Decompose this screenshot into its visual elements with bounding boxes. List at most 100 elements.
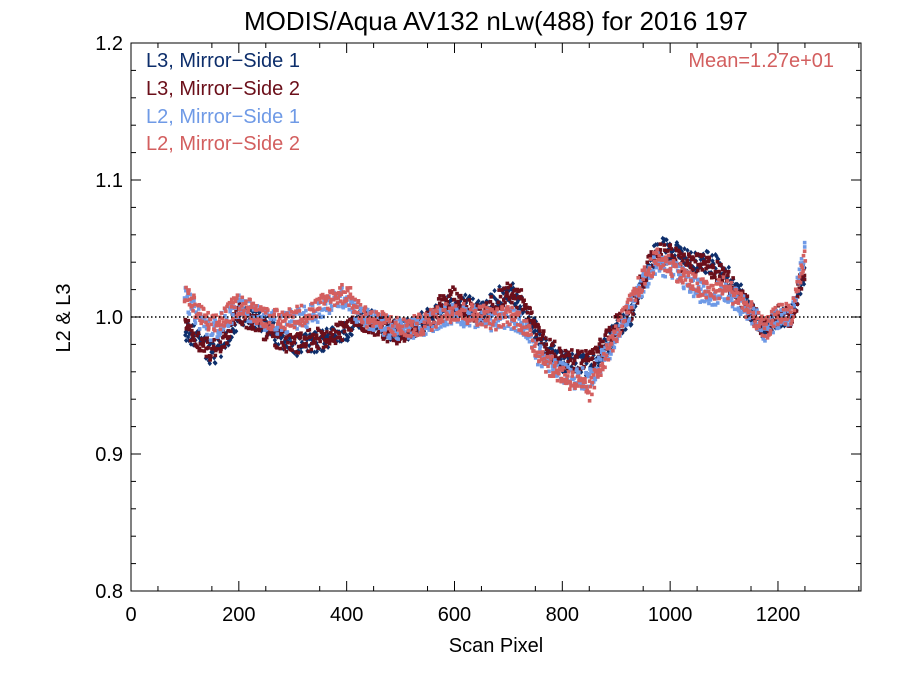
data-point — [694, 288, 699, 293]
data-point — [219, 311, 224, 315]
data-point — [336, 296, 340, 300]
data-point — [362, 329, 366, 333]
data-point — [591, 373, 596, 377]
data-point — [234, 309, 238, 314]
data-point — [243, 317, 247, 322]
data-point — [397, 324, 402, 329]
data-point — [282, 346, 287, 351]
data-point — [756, 310, 761, 315]
data-point — [718, 288, 722, 292]
data-point — [585, 352, 589, 357]
data-point — [190, 303, 195, 308]
data-point — [678, 262, 683, 266]
data-point — [381, 311, 386, 316]
data-point — [726, 269, 731, 274]
data-point — [387, 319, 392, 324]
data-point — [735, 294, 739, 299]
data-point — [745, 294, 750, 299]
data-point — [688, 261, 692, 266]
data-point — [497, 324, 501, 328]
data-point — [602, 352, 606, 356]
data-point — [564, 381, 569, 386]
data-point — [240, 322, 245, 327]
data-point — [584, 384, 588, 389]
data-point — [461, 305, 466, 310]
data-point — [589, 368, 594, 372]
data-point — [578, 367, 583, 372]
data-point — [222, 344, 227, 349]
data-point — [189, 324, 193, 328]
data-point — [591, 351, 595, 356]
data-point — [340, 320, 345, 325]
data-point — [570, 348, 574, 352]
data-point — [460, 316, 465, 321]
data-point — [685, 260, 690, 265]
data-point — [707, 286, 711, 290]
data-point — [717, 274, 722, 278]
data-point — [730, 290, 734, 294]
data-point — [797, 274, 802, 279]
data-point — [590, 380, 595, 385]
data-point — [614, 324, 618, 328]
data-point — [587, 398, 592, 403]
data-point — [389, 315, 393, 319]
data-point — [642, 285, 647, 289]
data-point — [373, 317, 377, 321]
data-point — [271, 324, 275, 329]
data-point — [542, 356, 547, 361]
data-point — [365, 307, 370, 312]
data-point — [643, 274, 647, 279]
data-point — [187, 302, 192, 307]
data-point — [654, 251, 659, 255]
data-point — [300, 319, 305, 323]
data-point — [460, 319, 465, 323]
data-point — [318, 300, 323, 305]
data-point — [726, 296, 730, 301]
data-point — [534, 334, 539, 340]
data-point — [310, 316, 314, 321]
data-point — [359, 316, 364, 320]
data-point — [316, 346, 321, 351]
data-point — [354, 320, 359, 324]
data-point — [184, 329, 189, 335]
data-point — [571, 366, 576, 371]
data-point — [747, 316, 751, 321]
data-point — [713, 275, 717, 280]
data-point — [371, 330, 375, 335]
data-point — [771, 307, 776, 312]
data-point — [467, 314, 472, 318]
data-point — [686, 252, 691, 256]
data-point — [726, 264, 731, 270]
data-point — [662, 266, 667, 271]
data-point — [394, 338, 398, 343]
data-point — [519, 328, 524, 333]
data-point — [802, 245, 807, 249]
y-tick-label: 1.1 — [95, 170, 123, 192]
data-point — [264, 323, 269, 328]
data-point — [561, 362, 565, 366]
data-point — [473, 325, 478, 330]
data-point — [529, 318, 534, 323]
data-point — [412, 314, 417, 318]
data-point — [434, 325, 438, 329]
data-point — [799, 263, 804, 268]
data-point — [576, 384, 580, 388]
data-point — [679, 273, 684, 278]
data-point — [615, 339, 619, 344]
data-point — [549, 357, 553, 361]
data-point — [347, 328, 351, 332]
data-point — [560, 354, 564, 358]
data-point — [609, 352, 613, 356]
data-point — [267, 324, 271, 328]
data-point — [712, 297, 717, 301]
data-point — [759, 328, 763, 333]
data-point — [200, 315, 205, 320]
data-point — [784, 301, 789, 306]
data-point — [183, 298, 188, 302]
data-point — [572, 358, 577, 363]
data-point — [680, 266, 684, 271]
data-point — [687, 270, 692, 275]
data-point — [216, 331, 220, 335]
data-point — [558, 360, 563, 365]
